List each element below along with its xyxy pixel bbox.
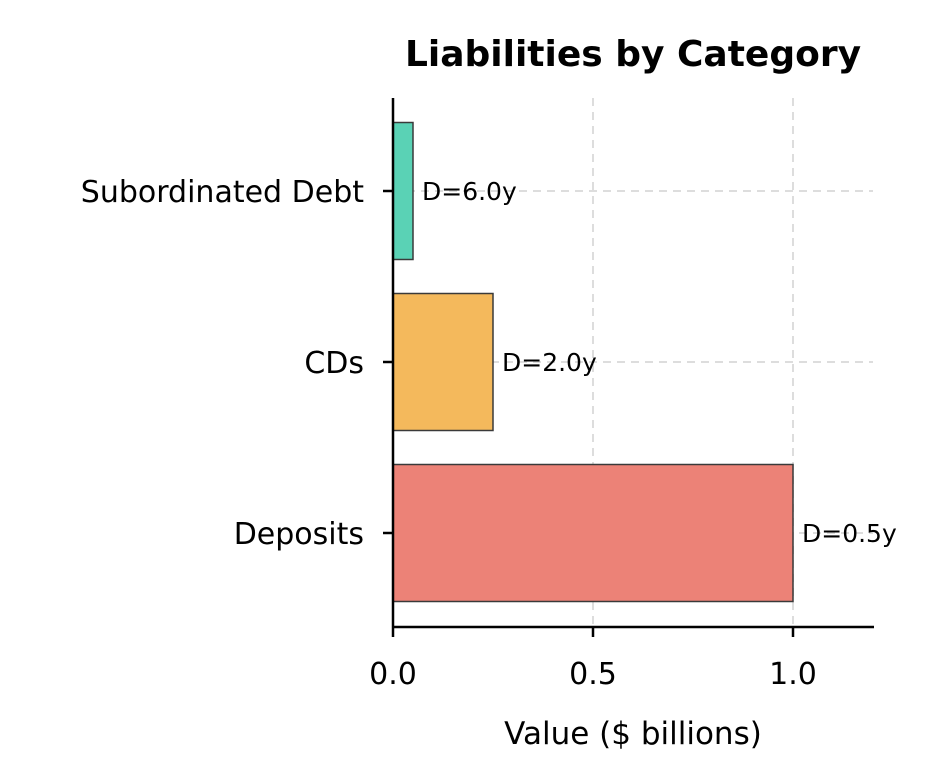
bar-cds [392, 292, 494, 432]
y-tick-label: Deposits [234, 517, 364, 552]
x-tick-label: 1.0 [769, 657, 817, 692]
x-tick-label: 0.5 [569, 657, 617, 692]
y-ticks: Deposits CDs Subordinated Debt [81, 175, 393, 552]
x-tick-label: 0.0 [369, 657, 417, 692]
y-tick-label: CDs [304, 346, 364, 381]
chart-title: Liabilities by Category [405, 34, 861, 75]
bar-subordinated-debt [392, 121, 414, 261]
x-ticks: 0.0 0.5 1.0 [369, 627, 817, 692]
bar-deposits [392, 463, 794, 603]
x-axis-label: Value ($ billions) [504, 716, 762, 752]
bar-annotation: D=6.0y [422, 177, 517, 206]
bar-annotation: D=2.0y [502, 348, 597, 377]
y-tick-label: Subordinated Debt [81, 175, 364, 210]
bars: D=0.5y D=2.0y D=6.0y [392, 121, 897, 603]
bar-annotation: D=0.5y [802, 519, 897, 548]
